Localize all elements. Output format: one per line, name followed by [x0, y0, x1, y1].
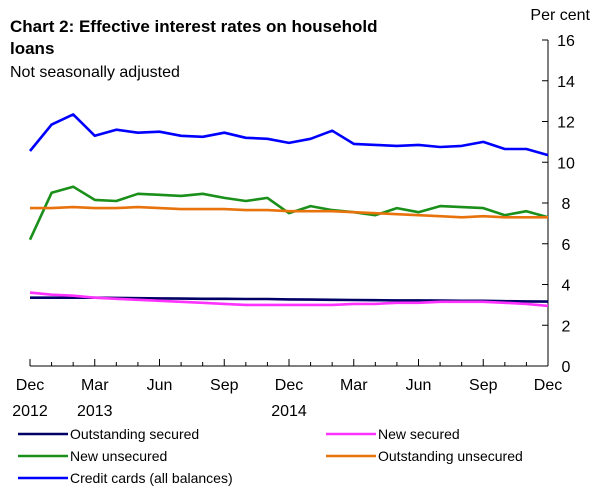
- legend-label-2: New secured: [378, 426, 460, 442]
- y-tick-label: 4: [562, 278, 571, 295]
- legend-label-4: Outstanding unsecured: [378, 448, 523, 464]
- legend-label-3: New unsecured: [70, 448, 167, 464]
- y-tick-label: 10: [557, 155, 575, 172]
- y-tick-label: 14: [557, 74, 575, 91]
- x-tick-label: Dec: [534, 377, 562, 394]
- x-year-label: 2014: [271, 403, 307, 420]
- x-year-label: 2013: [77, 403, 113, 420]
- x-tick-label: Jun: [147, 377, 173, 394]
- x-year-label: 2012: [12, 403, 48, 420]
- y-tick-label: 0: [562, 359, 571, 376]
- legend-label-5: Credit cards (all balances): [70, 470, 233, 486]
- y-tick-label: 8: [562, 196, 571, 213]
- legend-label-1: Outstanding secured: [70, 426, 199, 442]
- y-tick-label: 16: [557, 33, 575, 50]
- series-line-3: [28, 185, 549, 241]
- y-axis-label: Per cent: [530, 7, 590, 24]
- series-line-5: [28, 113, 549, 157]
- x-tick-label: Sep: [469, 377, 498, 394]
- x-tick-label: Dec: [275, 377, 303, 394]
- x-tick-label: Mar: [81, 377, 109, 394]
- x-tick-label: Dec: [16, 377, 44, 394]
- chart-subtitle: Not seasonally adjusted: [10, 64, 180, 81]
- y-tick-label: 6: [562, 237, 571, 254]
- series-line-4: [30, 205, 548, 219]
- chart-title: Chart 2: Effective interest rates on hou…: [10, 17, 378, 58]
- x-tick-label: Mar: [340, 377, 368, 394]
- series-line-2: [29, 291, 549, 308]
- y-tick-label: 2: [562, 318, 571, 335]
- x-tick-label: Sep: [210, 377, 239, 394]
- x-tick-label: Jun: [406, 377, 432, 394]
- y-tick-label: 12: [557, 115, 575, 132]
